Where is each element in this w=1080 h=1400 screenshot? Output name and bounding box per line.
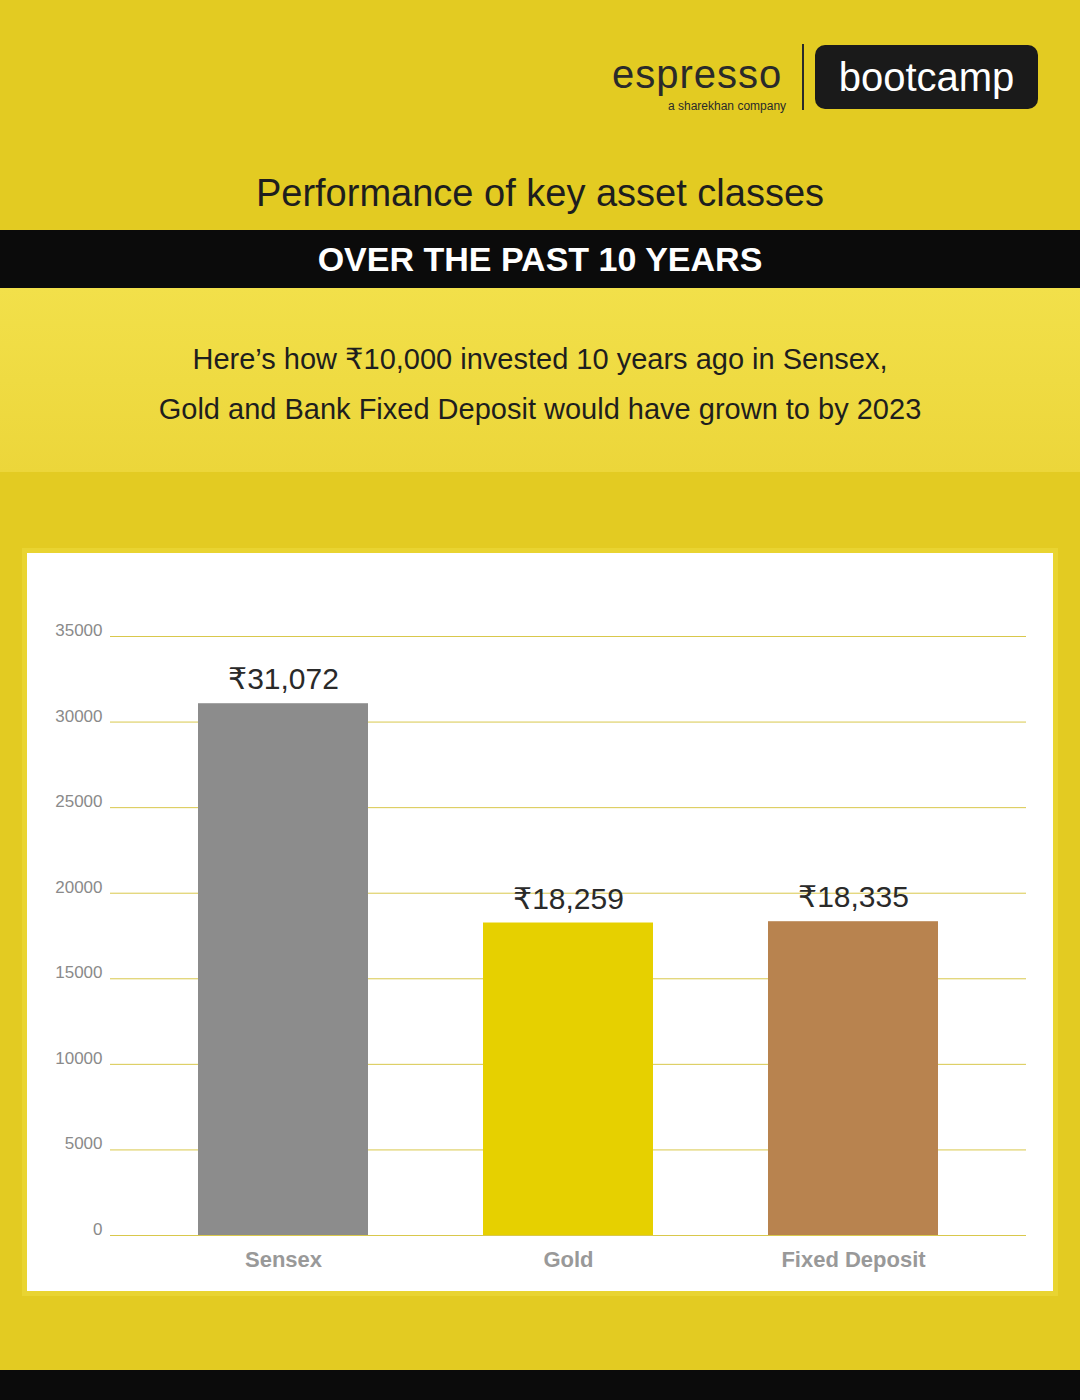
- html-text:a sharekhan company: a sharekhan company: [668, 99, 787, 113]
- html-text:Performance of key asset class: Performance of key asset classes: [255, 172, 825, 214]
- html-text:bootcamp: bootcamp: [838, 55, 1015, 99]
- svg-text:30000: 30000: [55, 707, 102, 726]
- html-text:OVER THE PAST 10 YEARS: OVER THE PAST 10 YEARS: [317, 240, 763, 278]
- svg-text:Gold: Gold: [543, 1247, 593, 1272]
- svg-text:Sensex: Sensex: [245, 1247, 323, 1272]
- svg-text:5000: 5000: [65, 1134, 103, 1153]
- svg-text:10000: 10000: [55, 1049, 102, 1068]
- svg-text:0: 0: [93, 1220, 102, 1239]
- html-text:Gold and Bank Fixed Deposit wo: Gold and Bank Fixed Deposit would have g…: [158, 393, 922, 425]
- svg-text:15000: 15000: [55, 963, 102, 982]
- svg-text:20000: 20000: [55, 878, 102, 897]
- svg-text:₹31,072: ₹31,072: [228, 662, 339, 695]
- svg-text:Fixed Deposit: Fixed Deposit: [781, 1247, 926, 1272]
- html-text:espresso: espresso: [612, 52, 783, 96]
- svg-text:25000: 25000: [55, 792, 102, 811]
- html-text:Here’s how ₹10,000 invested 10: Here’s how ₹10,000 invested 10 years ago…: [192, 343, 888, 375]
- svg-text:35000: 35000: [55, 621, 102, 640]
- svg-text:₹18,335: ₹18,335: [798, 880, 909, 913]
- svg-text:₹18,259: ₹18,259: [513, 882, 624, 915]
